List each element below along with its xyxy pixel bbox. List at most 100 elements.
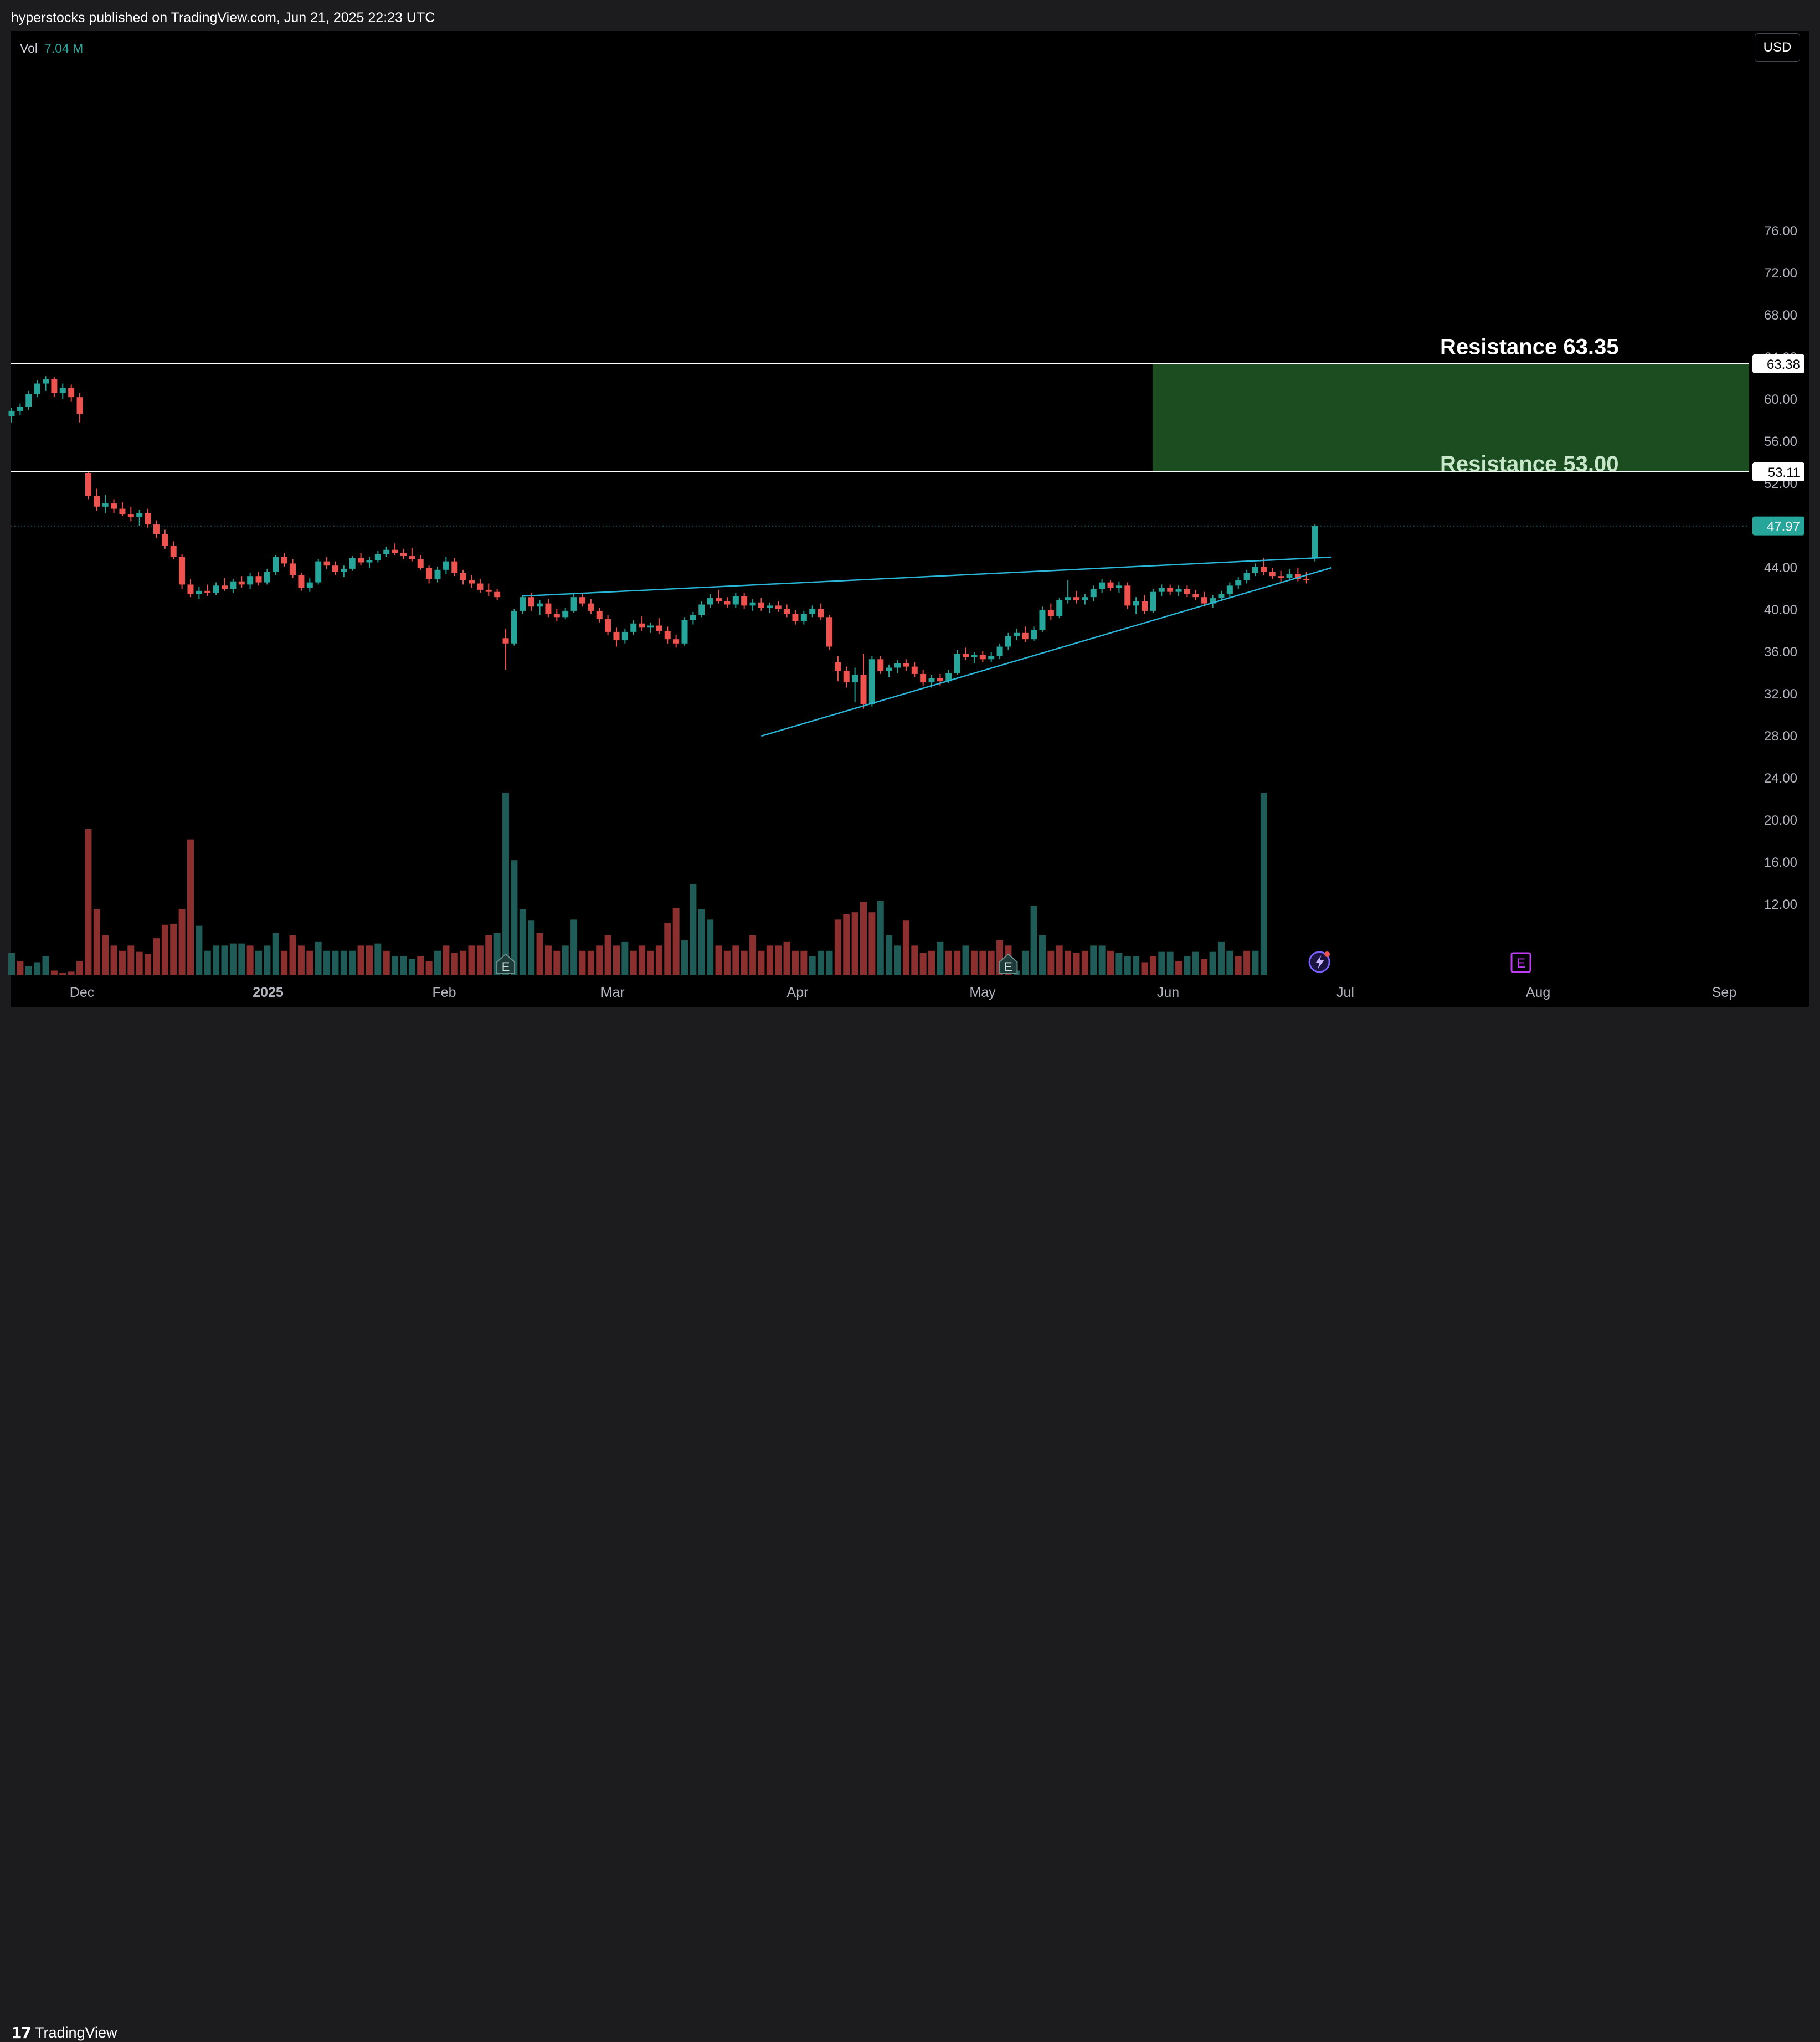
candle[interactable] bbox=[868, 656, 875, 707]
candle[interactable] bbox=[8, 408, 15, 423]
candle[interactable] bbox=[426, 565, 433, 584]
candle[interactable] bbox=[707, 594, 713, 608]
candle[interactable] bbox=[34, 380, 40, 398]
candle[interactable] bbox=[494, 589, 501, 600]
candle[interactable] bbox=[741, 593, 748, 609]
earnings-marker-icon[interactable]: E bbox=[1510, 952, 1531, 973]
candle[interactable] bbox=[588, 599, 594, 614]
resistance-label[interactable]: Resistance 53.00 bbox=[1440, 452, 1618, 476]
candle[interactable] bbox=[562, 608, 569, 620]
candle[interactable] bbox=[511, 609, 517, 646]
candle[interactable] bbox=[332, 561, 338, 575]
candle[interactable] bbox=[596, 608, 603, 623]
candle[interactable] bbox=[358, 553, 364, 566]
candle[interactable] bbox=[400, 548, 407, 559]
candle[interactable] bbox=[639, 616, 645, 631]
candle[interactable] bbox=[502, 629, 509, 670]
candle[interactable] bbox=[1175, 585, 1182, 596]
candle[interactable] bbox=[119, 502, 126, 516]
candle[interactable] bbox=[290, 559, 296, 578]
candle[interactable] bbox=[1150, 589, 1156, 613]
candle[interactable] bbox=[1099, 579, 1106, 593]
candle[interactable] bbox=[222, 578, 228, 591]
candle[interactable] bbox=[59, 383, 66, 400]
candle[interactable] bbox=[1286, 568, 1293, 580]
candle[interactable] bbox=[273, 555, 279, 575]
candle[interactable] bbox=[843, 666, 850, 688]
candle[interactable] bbox=[673, 635, 680, 648]
candle[interactable] bbox=[767, 602, 773, 613]
price-level-label[interactable] bbox=[1752, 354, 1804, 373]
candle[interactable] bbox=[954, 650, 960, 675]
candle[interactable] bbox=[68, 384, 75, 402]
candle[interactable] bbox=[434, 567, 441, 583]
candle[interactable] bbox=[469, 575, 475, 588]
tradingview-logo[interactable]: 17 TradingView bbox=[11, 2024, 117, 2042]
candle[interactable] bbox=[903, 659, 909, 671]
candle[interactable] bbox=[281, 553, 287, 567]
candle[interactable] bbox=[315, 559, 322, 585]
candle[interactable] bbox=[417, 555, 424, 570]
candle[interactable] bbox=[1210, 595, 1216, 608]
candle[interactable] bbox=[630, 620, 637, 635]
candle[interactable] bbox=[238, 576, 245, 588]
candle[interactable] bbox=[247, 573, 254, 589]
candle[interactable] bbox=[451, 558, 458, 577]
candle[interactable] bbox=[1278, 570, 1284, 583]
candle[interactable] bbox=[835, 656, 841, 682]
candle[interactable] bbox=[749, 599, 756, 611]
candle[interactable] bbox=[1184, 585, 1190, 598]
candle[interactable] bbox=[792, 610, 799, 625]
candle[interactable] bbox=[51, 377, 58, 398]
candle[interactable] bbox=[1014, 629, 1020, 641]
candle[interactable] bbox=[1269, 568, 1276, 579]
earnings-marker-icon[interactable]: E bbox=[999, 953, 1018, 974]
candle[interactable] bbox=[1073, 590, 1079, 604]
candle[interactable] bbox=[1005, 632, 1011, 650]
candle[interactable] bbox=[579, 594, 585, 607]
candle[interactable] bbox=[1082, 594, 1088, 605]
candle[interactable] bbox=[520, 595, 526, 614]
trendline[interactable] bbox=[522, 556, 1332, 597]
candle[interactable] bbox=[1201, 591, 1207, 607]
candle[interactable] bbox=[724, 597, 731, 608]
candle[interactable] bbox=[656, 618, 662, 634]
candle[interactable] bbox=[298, 573, 305, 591]
candle[interactable] bbox=[1133, 597, 1139, 614]
candle[interactable] bbox=[383, 547, 390, 557]
candle[interactable] bbox=[1226, 582, 1233, 598]
candle[interactable] bbox=[1039, 606, 1046, 632]
candle[interactable] bbox=[613, 627, 620, 647]
candle[interactable] bbox=[409, 547, 415, 562]
candle[interactable] bbox=[1124, 582, 1131, 609]
candle[interactable] bbox=[971, 652, 978, 663]
candle[interactable] bbox=[664, 626, 671, 644]
price-level-label[interactable] bbox=[1752, 462, 1804, 481]
candle[interactable] bbox=[732, 593, 739, 608]
candle[interactable] bbox=[988, 652, 995, 662]
candle[interactable] bbox=[366, 557, 373, 568]
candle[interactable] bbox=[758, 598, 764, 611]
candle[interactable] bbox=[1047, 603, 1054, 620]
candle[interactable] bbox=[800, 610, 807, 625]
candle[interactable] bbox=[553, 609, 560, 621]
event-flash-icon[interactable] bbox=[1308, 951, 1330, 973]
time-axis[interactable]: Dec 2025 Feb Mar Apr May Jun Jul Aug Sep bbox=[70, 985, 1736, 1000]
candle[interactable] bbox=[545, 599, 552, 618]
chart-panel[interactable] bbox=[11, 31, 1809, 1007]
candle[interactable] bbox=[809, 605, 816, 618]
candle[interactable] bbox=[477, 579, 484, 593]
candle[interactable] bbox=[920, 670, 927, 686]
candle[interactable] bbox=[485, 583, 492, 596]
candle[interactable] bbox=[1312, 524, 1318, 562]
candle[interactable] bbox=[1022, 626, 1029, 642]
candle[interactable] bbox=[43, 376, 49, 391]
candle[interactable] bbox=[818, 603, 824, 620]
candle[interactable] bbox=[136, 510, 143, 526]
candle[interactable] bbox=[690, 611, 696, 625]
candle[interactable] bbox=[647, 622, 654, 633]
candle[interactable] bbox=[996, 643, 1003, 660]
candle[interactable] bbox=[255, 572, 262, 586]
candle[interactable] bbox=[1303, 572, 1310, 584]
